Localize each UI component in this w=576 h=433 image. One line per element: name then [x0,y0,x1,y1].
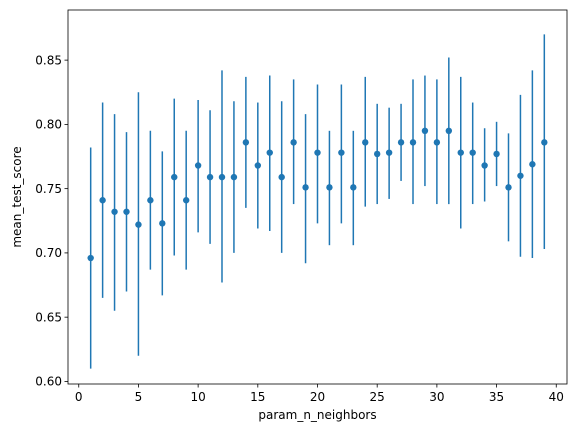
y-tick-label: 0.75 [35,182,62,196]
x-tick-label: 30 [429,390,444,404]
x-tick-label: 0 [75,390,83,404]
data-point [206,173,214,181]
data-point [266,149,273,156]
y-tick-label: 0.80 [35,118,62,132]
data-point [529,161,536,168]
data-point [254,162,262,169]
data-point [445,127,453,135]
data-point [302,184,309,191]
data-point [87,254,94,262]
data-point [242,139,250,146]
data-point [433,139,441,146]
data-point [123,208,130,215]
y-tick-label: 0.70 [35,246,62,260]
data-point [338,149,345,156]
data-point [409,139,417,146]
data-point [350,184,357,191]
data-point [362,139,369,146]
data-point [457,149,464,156]
data-point [373,150,381,158]
data-point [505,184,512,191]
y-tick-label: 0.85 [35,53,62,67]
x-tick-label: 35 [489,390,504,404]
data-point [541,139,548,146]
data-point [481,162,488,169]
data-point [469,149,476,156]
x-tick-label: 25 [370,390,385,404]
data-point [147,197,154,204]
x-axis-label: param_n_neighbors [258,408,376,422]
data-point [230,173,238,181]
y-axis-label: mean_test_score [10,146,24,247]
data-point [159,220,166,227]
data-point [135,221,142,228]
x-tick-label: 40 [549,390,564,404]
data-point [290,139,297,146]
data-point [517,172,524,179]
data-point [99,197,106,204]
x-tick-label: 15 [250,390,265,404]
data-point [493,150,500,158]
y-tick-label: 0.60 [35,375,62,389]
data-point [385,149,393,156]
data-point [397,139,405,146]
data-point [218,173,226,181]
plot-area [87,34,548,369]
data-point [278,173,285,181]
y-tick-label: 0.65 [35,310,62,324]
data-point [194,162,202,169]
data-point [182,197,190,204]
x-tick-label: 20 [310,390,325,404]
data-point [421,127,429,135]
data-point [326,184,333,191]
data-point [314,149,321,156]
y-axis: 0.60 0.65 0.70 0.75 0.80 0.85 [35,53,68,389]
x-tick-label: 10 [190,390,205,404]
data-point [111,208,118,215]
x-tick-label: 5 [135,390,143,404]
data-point [171,173,178,181]
x-axis: 0 5 10 15 20 25 30 35 40 [75,384,564,404]
